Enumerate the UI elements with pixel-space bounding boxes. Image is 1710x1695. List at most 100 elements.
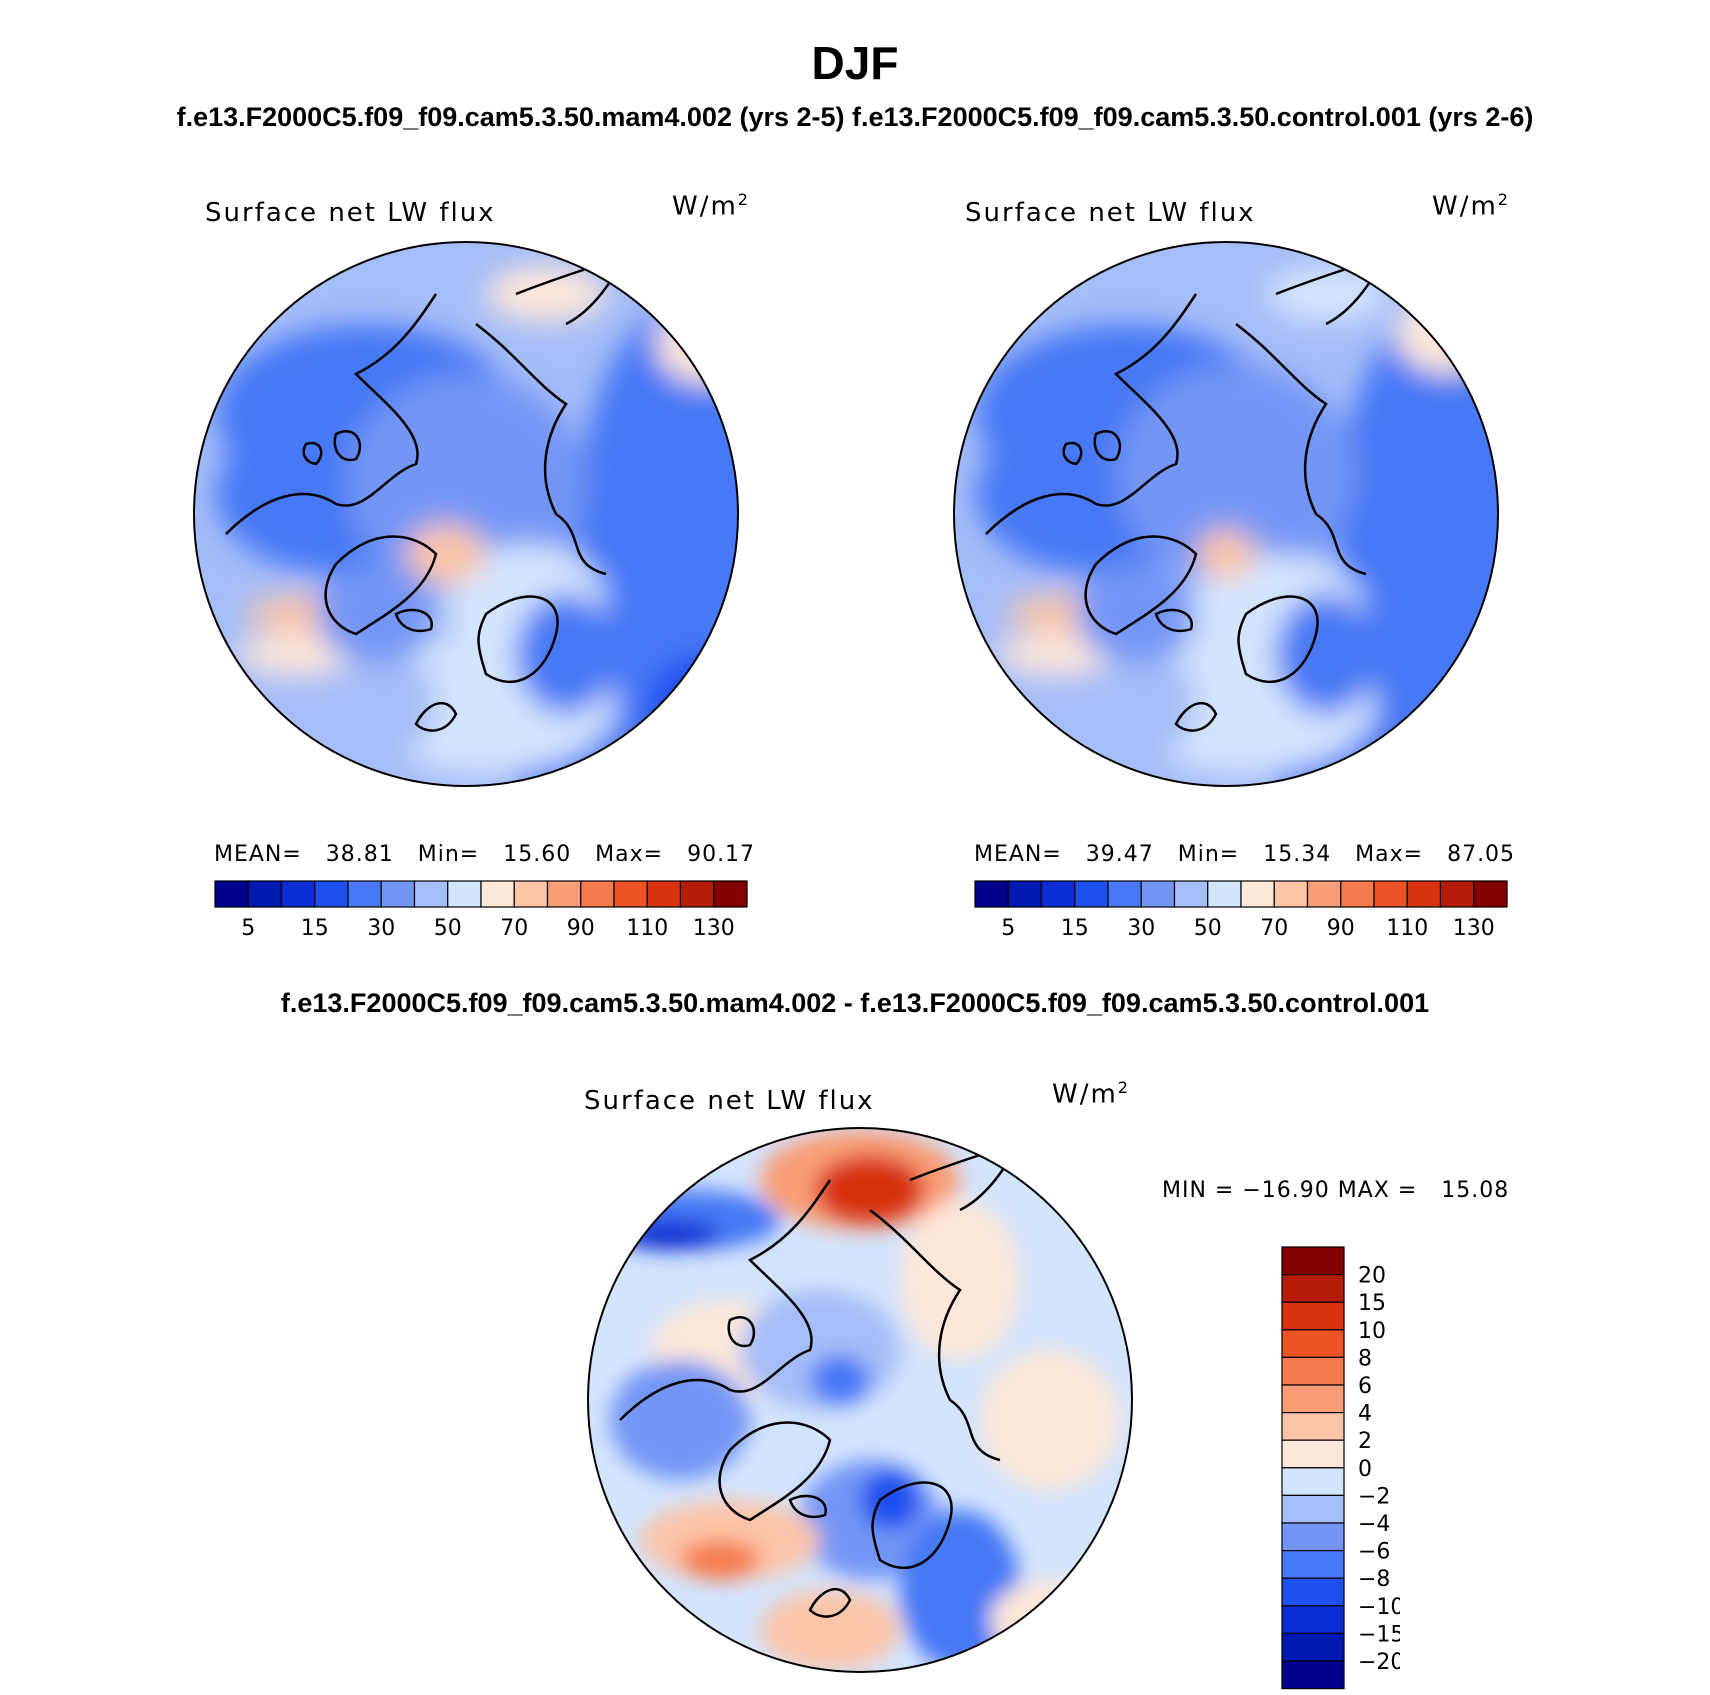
- diff-units: W/m2: [1052, 1078, 1130, 1110]
- right-polar-map: [953, 241, 1499, 787]
- diff-colorbar-tick-label: −20: [1358, 1650, 1400, 1675]
- right-colorbar-swatch: [1439, 880, 1475, 908]
- diff-colorbar-swatch: [1281, 1660, 1345, 1690]
- left-colorbar-tick-label: 70: [500, 916, 528, 941]
- diff-colorbar-swatch: [1281, 1467, 1345, 1497]
- diff-colorbar-swatch: [1281, 1522, 1345, 1552]
- right-colorbar-swatch: [1240, 880, 1275, 908]
- left-map-field: [194, 242, 738, 786]
- right-colorbar-swatch: [1306, 880, 1342, 908]
- left-colorbar-swatch: [513, 880, 549, 908]
- right-colorbar-swatch: [1107, 880, 1142, 908]
- diff-colorbar-tick-label: 4: [1358, 1402, 1372, 1427]
- diff-colorbar-swatch: [1281, 1301, 1345, 1331]
- diff-colorbar-swatch: [1281, 1384, 1345, 1414]
- left-colorbar-swatch: [646, 880, 682, 908]
- diff-colorbar-tick-label: 2: [1358, 1429, 1372, 1454]
- diff-colorbar-tick-label: −10: [1358, 1595, 1400, 1620]
- left-map-border: [193, 241, 739, 787]
- right-colorbar-swatch: [1173, 880, 1209, 908]
- left-colorbar: 5 15 30 50 70 90 110 130: [214, 880, 748, 941]
- left-colorbar-swatch: [613, 880, 648, 908]
- case-header: f.e13.F2000C5.f09_f09.cam5.3.50.mam4.002…: [176, 102, 1534, 132]
- right-plot-title: Surface net LW flux: [965, 198, 1256, 228]
- left-colorbar-tick-label: 130: [693, 916, 735, 941]
- left-colorbar-swatch: [413, 880, 449, 908]
- right-map-border: [953, 241, 1499, 787]
- right-colorbar-swatch: [1473, 880, 1508, 908]
- right-coastlines: [985, 251, 1389, 732]
- left-units: W/m2: [672, 190, 750, 222]
- diff-polar-map: [587, 1127, 1133, 1673]
- right-stats: MEAN= 39.47 Min= 15.34 Max= 87.05: [974, 842, 1516, 867]
- left-stats: MEAN= 38.81 Min= 15.60 Max= 90.17: [214, 842, 756, 867]
- diff-minmax: MIN = −16.90 MAX = 15.08: [1162, 1178, 1510, 1203]
- left-colorbar-tick-label: 30: [367, 916, 395, 941]
- diff-colorbar-swatch: [1281, 1246, 1345, 1276]
- diff-colorbar-tick-label: 10: [1358, 1319, 1386, 1344]
- left-colorbar-swatch: [580, 880, 615, 908]
- diff-colorbar-swatch: [1281, 1274, 1345, 1303]
- diff-colorbar-swatch: [1281, 1412, 1345, 1441]
- diff-colorbar-swatch: [1281, 1605, 1345, 1634]
- diff-colorbar-tick-label: −8: [1358, 1567, 1390, 1592]
- right-units: W/m2: [1432, 190, 1510, 222]
- diff-colorbar-tick-label: −4: [1358, 1512, 1390, 1537]
- right-colorbar-swatch: [1040, 880, 1076, 908]
- right-colorbar-tick-label: 110: [1386, 916, 1428, 941]
- right-colorbar-swatch: [1007, 880, 1043, 908]
- right-colorbar-swatch: [1207, 880, 1242, 908]
- diff-colorbar-tick-label: −15: [1358, 1622, 1400, 1647]
- left-polar-map: [193, 241, 739, 787]
- diff-map-field: [588, 1128, 1132, 1672]
- diff-colorbar-tick-label: −6: [1358, 1540, 1390, 1565]
- left-colorbar-swatch: [447, 880, 482, 908]
- left-colorbar-tick-label: 15: [301, 916, 329, 941]
- left-colorbar-swatch: [314, 880, 349, 908]
- right-colorbar-swatch: [1273, 880, 1309, 908]
- right-colorbar-swatch: [1140, 880, 1176, 908]
- right-colorbar-swatch: [1074, 880, 1109, 908]
- diff-map-border: [587, 1127, 1133, 1673]
- figure-title: DJF: [811, 37, 899, 89]
- diff-plot-title: Surface net LW flux: [584, 1086, 875, 1116]
- diff-colorbar-tick-label: 0: [1358, 1457, 1372, 1482]
- diff-colorbar-swatch: [1281, 1577, 1345, 1607]
- right-colorbar-swatch: [1340, 880, 1375, 908]
- right-colorbar-swatch: [974, 880, 1009, 908]
- left-colorbar-swatch: [247, 880, 283, 908]
- left-colorbar-swatch: [480, 880, 515, 908]
- right-colorbar-swatch: [1406, 880, 1442, 908]
- diff-colorbar-swatch: [1281, 1494, 1345, 1524]
- right-colorbar-tick-label: 5: [1001, 916, 1015, 941]
- left-colorbar-tick-label: 90: [567, 916, 595, 941]
- right-colorbar-tick-label: 50: [1194, 916, 1222, 941]
- left-colorbar-swatch: [347, 880, 382, 908]
- right-colorbar-tick-label: 30: [1127, 916, 1155, 941]
- left-colorbar-tick-label: 110: [626, 916, 668, 941]
- left-colorbar-swatch: [713, 880, 748, 908]
- diff-colorbar-swatch: [1281, 1550, 1345, 1579]
- left-colorbar-swatch: [380, 880, 416, 908]
- difference-header: f.e13.F2000C5.f09_f09.cam5.3.50.mam4.002…: [280, 988, 1430, 1018]
- right-colorbar-swatch: [1373, 880, 1408, 908]
- diff-colorbar-tick-label: 6: [1358, 1374, 1372, 1399]
- diff-colorbar-swatch: [1281, 1439, 1345, 1469]
- diff-colorbar-swatch: [1281, 1632, 1345, 1662]
- right-colorbar-tick-label: 15: [1061, 916, 1089, 941]
- diff-colorbar-tick-label: −2: [1358, 1484, 1390, 1509]
- diff-colorbar-tick-label: 15: [1358, 1291, 1386, 1316]
- diff-colorbar-tick-label: 8: [1358, 1346, 1372, 1371]
- right-colorbar-tick-label: 90: [1327, 916, 1355, 941]
- left-plot-title: Surface net LW flux: [205, 198, 496, 228]
- right-colorbar-tick-label: 130: [1453, 916, 1495, 941]
- left-colorbar-swatch: [214, 880, 249, 908]
- left-colorbar-swatch: [679, 880, 715, 908]
- left-colorbar-tick-label: 50: [434, 916, 462, 941]
- left-colorbar-swatch: [280, 880, 316, 908]
- right-colorbar: 5 15 30 50 70 90 110 130: [974, 880, 1508, 941]
- left-colorbar-tick-label: 5: [241, 916, 255, 941]
- diff-colorbar-tick-label: 20: [1358, 1264, 1386, 1289]
- left-colorbar-swatch: [546, 880, 582, 908]
